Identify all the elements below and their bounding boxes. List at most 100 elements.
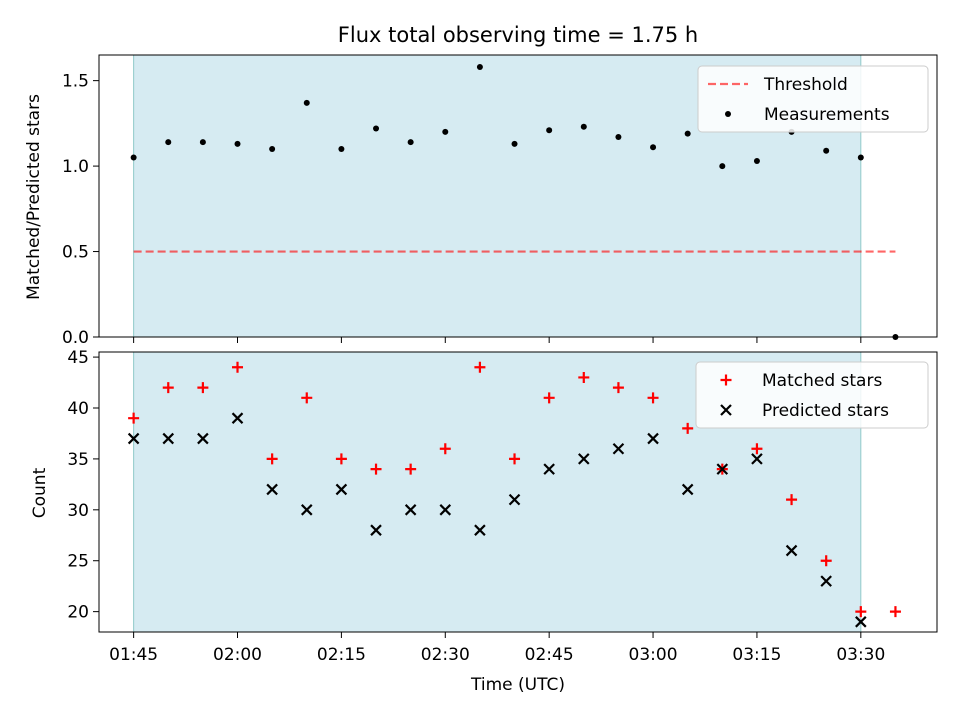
measurement-point bbox=[684, 130, 691, 137]
measurement-point bbox=[476, 63, 483, 70]
matched-star-point bbox=[370, 463, 382, 475]
measurement-point bbox=[338, 146, 345, 152]
legend-matched-swatch bbox=[720, 374, 732, 386]
predicted-star-point bbox=[197, 432, 209, 445]
measurement-point bbox=[753, 157, 760, 164]
y-tick-label: 25 bbox=[67, 552, 89, 572]
matched-star-point bbox=[439, 443, 451, 455]
y-tick-label: 0.5 bbox=[62, 243, 89, 263]
predicted-star-point bbox=[335, 483, 348, 496]
matched-star-point bbox=[647, 392, 659, 404]
legend-label: Threshold bbox=[763, 75, 848, 95]
predicted-star-point bbox=[751, 453, 763, 465]
y-tick-label: 20 bbox=[67, 603, 89, 623]
predicted-star-point bbox=[785, 544, 798, 557]
y-tick-label: 30 bbox=[67, 501, 89, 521]
x-tick-label: 03:00 bbox=[629, 645, 678, 665]
predicted-star-point bbox=[716, 463, 729, 475]
matched-star-point bbox=[682, 422, 694, 434]
measurement-point bbox=[303, 99, 310, 106]
predicted-star-point bbox=[370, 524, 382, 536]
matched-star-point bbox=[786, 494, 798, 506]
measurement-point bbox=[580, 123, 587, 130]
top-y-axis-label: Matched/Predicted stars bbox=[24, 94, 44, 300]
bottom-y-axis-label: Count bbox=[30, 467, 50, 518]
matched-star-point bbox=[405, 463, 417, 475]
matched-star-point bbox=[301, 392, 313, 404]
matched-star-point bbox=[509, 453, 521, 465]
x-tick-label: 03:30 bbox=[836, 645, 885, 665]
matched-star-point bbox=[820, 555, 832, 567]
measurement-point bbox=[719, 163, 726, 170]
legend-box bbox=[697, 65, 929, 133]
matched-star-point bbox=[612, 382, 624, 394]
matched-star-point bbox=[128, 412, 140, 424]
legend-label: Matched stars bbox=[762, 371, 882, 391]
top-panel: 0.0 0.5 1.0 1.5 Threshold Measurements bbox=[62, 54, 938, 348]
measurement-point bbox=[615, 134, 622, 141]
matched-star-point bbox=[197, 382, 209, 394]
predicted-star-point bbox=[127, 432, 140, 445]
measurement-point bbox=[269, 146, 276, 152]
predicted-star-point bbox=[439, 504, 452, 516]
predicted-star-point bbox=[231, 412, 244, 424]
legend-label: Predicted stars bbox=[762, 401, 889, 421]
predicted-star-point bbox=[543, 463, 555, 475]
axes-frame bbox=[98, 54, 938, 338]
y-tick-label: 1.5 bbox=[62, 72, 89, 92]
matched-star-point bbox=[474, 361, 486, 373]
matched-star-point bbox=[266, 453, 278, 465]
x-tick-label: 01:45 bbox=[109, 645, 158, 665]
predicted-star-point bbox=[578, 453, 590, 465]
matched-star-point bbox=[751, 443, 763, 455]
y-tick-label: 0.0 bbox=[62, 328, 89, 348]
x-tick-label: 02:15 bbox=[317, 645, 366, 665]
x-tick-label: 02:45 bbox=[525, 645, 574, 665]
y-tick-label: 40 bbox=[67, 399, 89, 419]
legend-box bbox=[695, 361, 929, 429]
measurement-point bbox=[407, 139, 414, 146]
predicted-star-point bbox=[266, 483, 278, 496]
x-tick-label: 03:15 bbox=[732, 645, 781, 665]
legend-label: Measurements bbox=[764, 105, 890, 125]
measurement-point bbox=[650, 144, 657, 151]
measurement-point bbox=[373, 125, 380, 132]
y-tick-label: 35 bbox=[67, 450, 89, 470]
predicted-star-point bbox=[162, 432, 175, 445]
matched-star-point bbox=[889, 606, 901, 618]
measurement-point bbox=[546, 127, 553, 134]
predicted-star-point bbox=[404, 504, 417, 516]
predicted-star-point bbox=[300, 504, 313, 516]
measurement-point bbox=[892, 334, 899, 340]
measurement-point bbox=[857, 154, 864, 161]
predicted-star-point bbox=[681, 483, 694, 496]
matched-star-point bbox=[855, 606, 867, 618]
matched-star-point bbox=[543, 392, 555, 404]
matched-star-point bbox=[162, 382, 174, 394]
predicted-star-point bbox=[647, 432, 659, 445]
bottom-panel: 20 25 30 35 40 45 01:45 02:00 02:15 02:30 02:45 03:… bbox=[67, 348, 938, 665]
y-tick-label: 1.0 bbox=[62, 157, 89, 177]
predicted-star-point bbox=[855, 616, 867, 628]
legend-predicted-swatch bbox=[720, 404, 732, 416]
axes-frame bbox=[98, 351, 938, 633]
y-tick-label: 45 bbox=[67, 348, 89, 368]
predicted-star-point bbox=[508, 493, 521, 506]
measurement-point bbox=[823, 147, 830, 154]
matched-star-point bbox=[578, 371, 590, 383]
measurement-point bbox=[130, 154, 137, 161]
predicted-star-point bbox=[474, 524, 486, 536]
predicted-star-point bbox=[820, 575, 832, 587]
measurement-point bbox=[234, 140, 241, 147]
chart-title: Flux total observing time = 1.75 h bbox=[338, 23, 698, 47]
measurement-point bbox=[165, 139, 172, 146]
predicted-star-point bbox=[612, 442, 625, 455]
measurement-point bbox=[199, 139, 206, 146]
x-tick-label: 02:00 bbox=[213, 645, 262, 665]
measurement-point bbox=[442, 128, 449, 135]
matched-star-point bbox=[232, 361, 244, 373]
measurement-point bbox=[511, 140, 518, 147]
x-tick-label: 02:30 bbox=[421, 645, 470, 665]
x-axis-label: Time (UTC) bbox=[470, 675, 565, 695]
